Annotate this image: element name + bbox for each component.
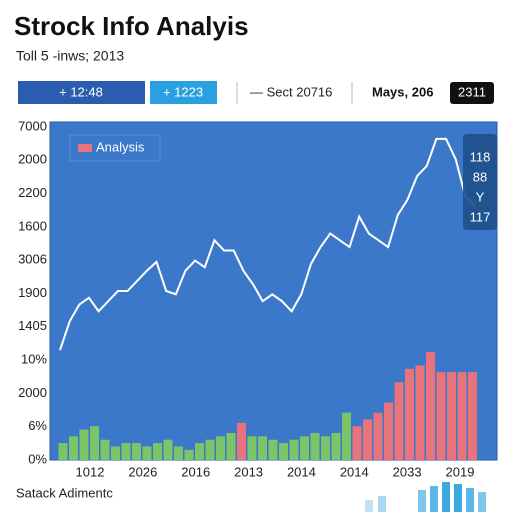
volume-bar: [468, 372, 477, 460]
volume-bar: [226, 432, 236, 460]
volume-bar: [373, 412, 383, 460]
volume-bar: [69, 436, 78, 460]
volume-bar: [142, 446, 152, 460]
x-axis-label: 2014: [340, 464, 369, 479]
volume-bar: [153, 443, 162, 460]
volume-bar: [331, 432, 341, 460]
volume-bar: [352, 426, 362, 460]
volume-bar: [384, 402, 393, 460]
volume-bar: [321, 436, 330, 460]
volume-bar: [310, 432, 320, 460]
x-axis-label: 2033: [393, 464, 422, 479]
volume-bar: [121, 443, 131, 460]
info-box: [463, 134, 497, 230]
volume-bar: [268, 439, 278, 460]
decoration: [365, 482, 486, 512]
volume-bar: [447, 372, 456, 460]
info-value: 117: [470, 209, 491, 224]
volume-bar: [58, 443, 68, 460]
button-label: + 1223: [163, 84, 203, 99]
volume-bar: [100, 439, 110, 460]
y-axis-label: 7000: [18, 118, 47, 133]
x-axis-label: 2026: [128, 464, 157, 479]
x-axis-label: 2016: [181, 464, 210, 479]
y-axis-label: 10%: [21, 352, 47, 367]
volume-bar: [132, 443, 141, 460]
button[interactable]: [18, 81, 145, 104]
y-axis-label: 1900: [18, 285, 47, 300]
volume-bar: [258, 436, 267, 460]
badge: [450, 82, 494, 104]
volume-bar: [79, 429, 89, 460]
volume-bar: [405, 368, 414, 460]
volume-bar: [184, 449, 194, 460]
volume-bar: [205, 439, 215, 460]
volume-bar: [174, 446, 183, 460]
volume-bar: [279, 443, 288, 460]
y-axis-label: 2000: [18, 385, 47, 400]
volume-bar: [457, 372, 467, 460]
y-axis-label: 1600: [18, 218, 47, 233]
footer: Satack Adimentc: [16, 485, 113, 500]
info-value: 88: [473, 169, 487, 184]
volume-bar: [247, 436, 257, 460]
y-axis-label: 2200: [18, 185, 47, 200]
range-label: — Sect 20716: [250, 84, 332, 99]
info-value: 118: [470, 149, 491, 164]
x-axis-label: 1012: [76, 464, 105, 479]
y-axis-label: 3006: [18, 252, 47, 267]
title: Strock Info Analyis: [14, 11, 249, 41]
volume-bar: [394, 382, 404, 460]
volume-bar: [216, 436, 225, 460]
badge-label: 2311: [458, 84, 486, 99]
x-axis-label: 2014: [287, 464, 316, 479]
volume-bar: [111, 446, 120, 460]
date-label: Mays, 206: [372, 84, 433, 99]
button[interactable]: [150, 81, 217, 104]
y-axis-label: 6%: [28, 418, 47, 433]
volume-bar: [90, 426, 99, 460]
x-axis-label: 2019: [446, 464, 475, 479]
price-line: [59, 137, 476, 351]
volume-bar: [426, 351, 435, 460]
volume-bar: [363, 419, 372, 460]
legend-swatch: [78, 144, 92, 152]
y-axis-label: 0%: [28, 451, 47, 466]
volume-bar: [436, 372, 446, 460]
button-label: + 12:48: [59, 84, 103, 99]
volume-bar: [163, 439, 173, 460]
info-value: Y: [476, 189, 485, 204]
legend-label: Analysis: [96, 139, 145, 154]
y-axis-label: 2000: [18, 152, 47, 167]
volume-bar: [300, 436, 309, 460]
y-axis-label: 1405: [18, 318, 47, 333]
subtitle: Toll 5 -inws; 2013: [16, 48, 124, 64]
volume-bar: [342, 412, 351, 460]
x-axis-label: 2013: [234, 464, 263, 479]
volume-bar: [237, 422, 246, 460]
volume-bar: [289, 439, 299, 460]
volume-bar: [415, 365, 425, 460]
volume-bar: [195, 443, 204, 460]
